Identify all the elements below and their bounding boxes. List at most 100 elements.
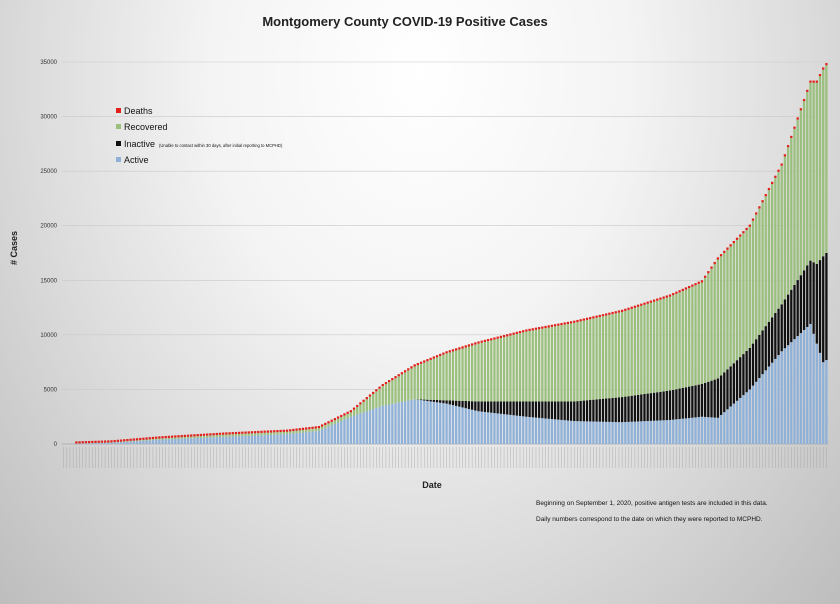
y-tick-label: 20000 (40, 224, 57, 230)
bar-active (547, 418, 550, 444)
bar-recovered (461, 348, 464, 401)
bar-inactive (825, 253, 828, 360)
bar-inactive (643, 394, 646, 422)
bar-inactive (659, 391, 662, 421)
bar-inactive (601, 398, 605, 422)
bar-active (502, 414, 506, 444)
bar-deaths (534, 327, 538, 330)
bar-deaths (336, 416, 340, 419)
bar-deaths (560, 322, 563, 326)
bar-deaths (103, 440, 107, 443)
bar-recovered (218, 434, 222, 438)
bar-deaths (490, 338, 493, 341)
bar-inactive (694, 385, 697, 418)
bar-active (423, 400, 426, 444)
bar-inactive (755, 339, 758, 382)
y-axis: 0 5000 10000 15000 20000 25000 30000 35000 (40, 60, 57, 448)
bar-deaths (442, 352, 445, 355)
bar-inactive (458, 400, 461, 407)
x-axis (63, 447, 827, 468)
bar-inactive (665, 390, 668, 421)
bar-active (595, 421, 598, 444)
bar-recovered (825, 65, 828, 254)
bar-recovered (148, 439, 151, 441)
bar-inactive (579, 400, 582, 422)
bar-active (132, 441, 135, 444)
bar-deaths (512, 332, 515, 335)
bar-active (480, 411, 483, 444)
bar-active (260, 435, 263, 444)
bar-deaths (123, 439, 126, 442)
bar-active (461, 407, 464, 444)
bar-recovered (502, 337, 506, 402)
bar-inactive (758, 334, 761, 378)
bar-active (445, 403, 448, 444)
bar-deaths (802, 98, 806, 102)
bar-recovered (359, 404, 362, 414)
bar-recovered (234, 434, 238, 437)
bar-recovered (812, 82, 815, 263)
bar-deaths (611, 311, 614, 315)
bar-recovered (423, 362, 426, 400)
bar-deaths (601, 314, 605, 317)
y-axis-title: # Cases (9, 231, 19, 265)
bar-inactive (681, 387, 684, 419)
bar-recovered (375, 391, 378, 408)
bar-active (285, 434, 289, 444)
bar-deaths (349, 410, 352, 413)
bar-active (748, 389, 751, 444)
bar-deaths (352, 407, 356, 410)
bar-deaths (544, 325, 547, 329)
bar-active (295, 433, 298, 444)
bar-active (276, 434, 279, 444)
bar-recovered (458, 349, 461, 401)
bar-recovered (675, 293, 678, 390)
bar-active (193, 438, 196, 444)
bar-deaths (161, 436, 164, 439)
bar-active (483, 411, 487, 444)
bar-deaths (643, 302, 646, 305)
bar-recovered (528, 331, 531, 402)
bar-deaths (330, 419, 333, 422)
y-tick-label: 35000 (40, 60, 57, 66)
bar-recovered (346, 413, 349, 419)
grid (62, 61, 828, 445)
bar-deaths (707, 271, 710, 274)
bar-deaths (700, 280, 704, 283)
bar-deaths (624, 308, 627, 311)
bar-deaths (97, 440, 100, 443)
bar-deaths (652, 299, 656, 302)
bar-active (812, 333, 815, 444)
bar-deaths (403, 370, 407, 373)
bar-inactive (461, 400, 464, 408)
bar-active (735, 400, 739, 444)
bar-active (774, 358, 777, 444)
bar-active (649, 420, 653, 444)
bar-active (825, 359, 828, 444)
bar-deaths (483, 339, 487, 342)
bar-recovered (755, 214, 758, 340)
bar-deaths (190, 434, 193, 437)
bar-deaths (295, 428, 298, 431)
bar-recovered (388, 382, 391, 405)
bar-inactive (515, 401, 518, 416)
legend-swatch-recovered (116, 124, 121, 129)
bar-deaths (333, 418, 337, 421)
bar-inactive (557, 401, 560, 420)
bar-recovered (292, 431, 295, 434)
bar-inactive (455, 400, 458, 406)
bar-recovered (531, 330, 534, 402)
bar-active (257, 435, 260, 444)
bar-inactive (429, 399, 432, 402)
bar-active (509, 414, 512, 444)
bar-deaths (630, 306, 633, 309)
bar-inactive (531, 401, 534, 418)
bar-active (684, 418, 688, 444)
bar-recovered (646, 303, 649, 394)
bar-deaths (432, 356, 435, 359)
bar-deaths (394, 376, 397, 379)
bar-active (317, 430, 321, 444)
bar-recovered (806, 91, 809, 266)
bar-recovered (652, 301, 656, 393)
bar-inactive (499, 401, 503, 414)
